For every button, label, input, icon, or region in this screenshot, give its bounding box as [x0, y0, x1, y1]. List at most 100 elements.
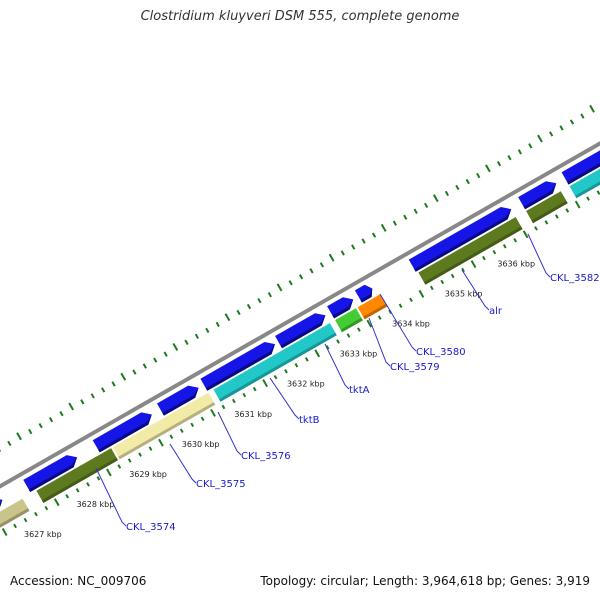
feature-bar-shadow	[531, 200, 568, 224]
cds-arrow	[561, 150, 600, 185]
gene-leader-line	[217, 411, 242, 456]
outer-tick	[194, 333, 200, 339]
inner-tick	[534, 226, 538, 231]
kbp-label: 3633 kbp	[340, 350, 378, 359]
outer-tick	[7, 440, 12, 447]
inner-tick	[53, 498, 60, 507]
outer-tick	[215, 321, 220, 328]
cds-arrow-shadow	[280, 315, 326, 349]
inner-tick	[461, 267, 465, 273]
inner-tick	[440, 279, 445, 285]
feature-bar	[36, 448, 118, 503]
cds-arrow-shadow	[567, 163, 600, 185]
outer-tick	[569, 119, 575, 125]
outer-tick	[163, 351, 168, 357]
inner-tick	[96, 476, 101, 481]
kbp-label: 3636 kbp	[497, 260, 535, 269]
outer-tick	[580, 113, 585, 119]
gene-label: CKL_3582	[550, 273, 600, 284]
inner-tick	[357, 327, 361, 332]
feature-bar-shadow	[41, 457, 118, 503]
gene-leader-line	[379, 293, 417, 352]
outer-tick	[172, 342, 179, 351]
inner-tick	[75, 488, 80, 493]
feature-bar	[335, 308, 363, 333]
outer-tick	[380, 223, 387, 232]
gene-leader-line	[324, 343, 350, 390]
inner-tick	[262, 379, 268, 388]
gene-leader-line	[527, 233, 551, 278]
inner-tick	[377, 315, 382, 320]
outer-tick	[424, 202, 429, 209]
gene-label: CKL_3579	[390, 362, 440, 373]
inner-tick	[304, 357, 309, 362]
outer-tick	[48, 417, 54, 423]
inner-tick	[105, 468, 112, 477]
outer-tick	[589, 104, 595, 113]
outer-tick	[559, 125, 564, 131]
gene-label: CKL_3575	[196, 479, 246, 490]
cds-arrow	[327, 297, 354, 319]
cds-arrow-shadow	[205, 344, 275, 391]
inner-tick	[148, 446, 153, 451]
outer-tick	[101, 387, 106, 393]
inner-tick	[366, 319, 373, 328]
outer-tick	[537, 134, 543, 143]
outer-tick	[205, 327, 210, 334]
feature-bar	[418, 217, 523, 285]
outer-tick	[403, 214, 408, 220]
map-title: Clostridium kluyveri DSM 555, complete g…	[140, 9, 460, 24]
inner-tick	[221, 404, 226, 410]
inner-tick	[450, 273, 455, 279]
outer-tick	[68, 402, 75, 411]
inner-tick	[409, 297, 413, 303]
outer-tick	[59, 411, 64, 417]
outer-tick	[120, 372, 127, 381]
kbp-label: 3635 kbp	[445, 290, 483, 299]
cds-arrow	[157, 385, 199, 416]
genome-backbone	[0, 141, 600, 489]
gene-leader-line	[269, 377, 300, 420]
cds-arrow-shadow	[523, 183, 557, 210]
inner-tick	[565, 208, 570, 213]
outer-tick	[246, 303, 252, 310]
kbp-label: 3632 kbp	[287, 380, 325, 389]
outer-tick	[319, 262, 325, 268]
outer-tick	[309, 268, 314, 274]
inner-tick	[252, 386, 257, 392]
genome-summary-text: Topology: circular; Length: 3,964,618 bp…	[260, 574, 590, 588]
inner-tick	[65, 494, 70, 499]
cds-arrow-shadow	[28, 457, 78, 492]
inner-tick	[554, 214, 559, 219]
inner-tick	[470, 260, 477, 269]
outer-tick	[288, 280, 293, 286]
outer-tick	[340, 250, 345, 256]
inner-tick	[522, 230, 529, 239]
cds-arrow-shadow	[360, 288, 373, 303]
kbp-label: 3629 kbp	[129, 470, 167, 479]
inner-tick	[200, 416, 205, 422]
inner-tick	[1, 528, 8, 536]
feature-bar-shadow	[575, 181, 600, 199]
cds-arrow-shadow	[162, 387, 199, 416]
cds-arrow-shadow	[98, 414, 152, 453]
gene-label: CKL_3574	[126, 522, 176, 533]
gene-label: tktA	[349, 385, 370, 396]
gene-label: CKL_3580	[416, 347, 466, 358]
inner-tick	[513, 238, 518, 243]
cds-arrow-shadow	[414, 209, 512, 272]
inner-tick	[242, 392, 247, 398]
inner-tick	[398, 303, 403, 308]
outer-tick	[28, 428, 33, 435]
kbp-label: 3627 kbp	[24, 530, 62, 539]
outer-tick	[485, 164, 491, 173]
inner-tick	[232, 398, 236, 404]
outer-tick	[257, 297, 262, 304]
inner-tick	[273, 374, 278, 380]
inner-tick	[44, 505, 49, 511]
outer-tick	[328, 253, 335, 262]
outer-tick	[16, 432, 22, 441]
gene-label: alr	[489, 306, 503, 317]
feature-bar	[526, 191, 568, 224]
